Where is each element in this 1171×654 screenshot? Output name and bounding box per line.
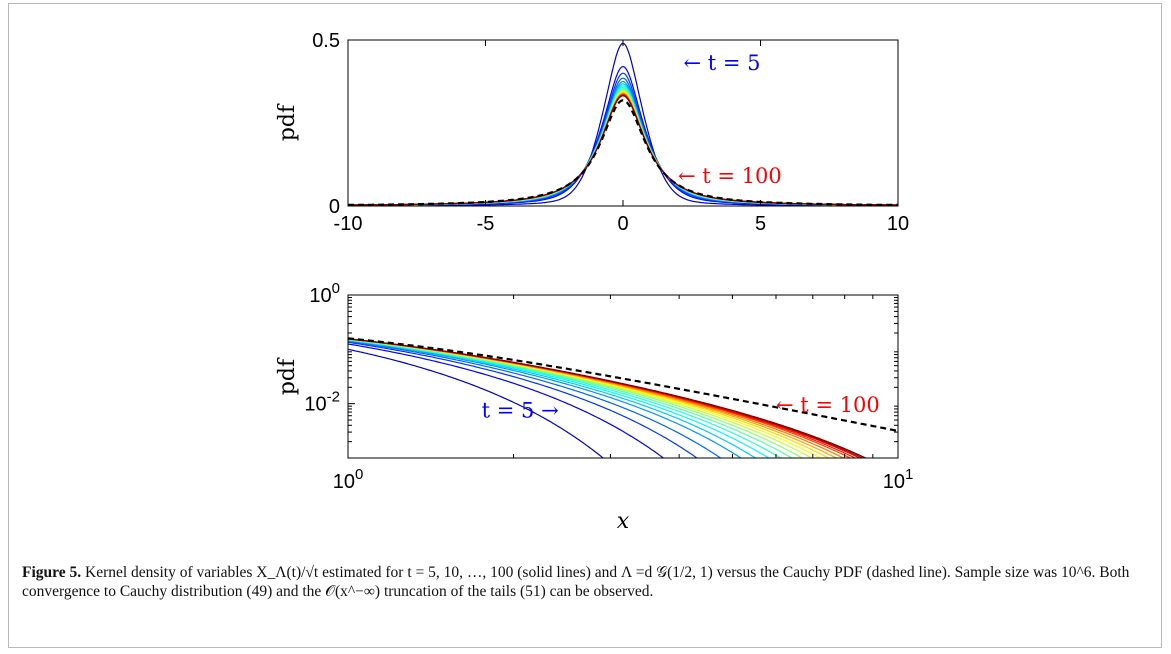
top-xtick-label: -10 <box>334 213 363 235</box>
bottom-series-t65 <box>348 338 830 458</box>
bottom-axes-box <box>347 294 899 459</box>
top-cauchy-reference <box>348 99 898 206</box>
bottom-annotation-t5: t = 5 → <box>482 398 559 422</box>
top-ytick-label: 0.5 <box>312 30 340 52</box>
bottom-xtick-label: 101 <box>883 466 914 493</box>
bottom-ylabel: pdf <box>275 357 300 395</box>
figure-caption: Figure 5. Kernel density of variables X_… <box>22 563 1142 601</box>
bottom-series-t15 <box>348 341 698 458</box>
top-annotation-t5: ← t = 5 <box>684 51 761 75</box>
bottom-panel: 100 101 10-2 100 pdf x t = 5 → ← t = 100 <box>275 280 913 534</box>
caption-text: Kernel density of variables X_Λ(t)/√t es… <box>22 564 1130 600</box>
bottom-series-t50 <box>348 338 804 458</box>
top-axes-box <box>347 39 899 207</box>
top-series-t85 <box>348 94 898 206</box>
top-series-t5 <box>348 42 898 206</box>
top-xtick-label: 0 <box>617 213 628 235</box>
bottom-ticks: 100 101 10-2 100 <box>304 280 913 493</box>
top-series-t55 <box>348 90 898 206</box>
top-series-t40 <box>348 86 898 206</box>
bottom-series-t70 <box>348 338 838 458</box>
caption-label: Figure 5. <box>22 564 82 581</box>
top-series-t90 <box>348 94 898 206</box>
top-series-t50 <box>348 89 898 206</box>
bottom-series-t10 <box>348 343 665 458</box>
bottom-annotation-t100: ← t = 100 <box>776 393 880 417</box>
bottom-ytick-label: 10-2 <box>304 389 340 416</box>
top-series-t80 <box>348 93 898 206</box>
top-series-t65 <box>348 91 898 206</box>
top-ytick-label: 0 <box>329 196 340 218</box>
top-series-t60 <box>348 91 898 206</box>
top-series-group <box>348 42 898 206</box>
bottom-series-t30 <box>348 339 757 458</box>
figure-frame <box>8 3 1162 648</box>
top-xtick-label: -5 <box>477 213 495 235</box>
bottom-series-t55 <box>348 338 813 458</box>
top-series-t45 <box>348 88 898 206</box>
top-series-t70 <box>348 92 898 206</box>
top-xtick-label: 5 <box>755 213 766 235</box>
bottom-series-t100 <box>348 338 868 458</box>
top-series-t100 <box>348 95 898 206</box>
bottom-series-t5 <box>348 348 605 458</box>
bottom-series-group <box>348 337 898 458</box>
top-series-t95 <box>348 94 898 206</box>
top-annotation-t100: ← t = 100 <box>678 164 782 188</box>
top-xtick-label: 10 <box>887 213 909 235</box>
bottom-series-t20 <box>348 340 722 458</box>
top-ticks: -10 -5 0 5 10 0 0.5 <box>312 30 909 235</box>
bottom-series-t60 <box>348 338 822 458</box>
bottom-series-t25 <box>348 340 743 458</box>
top-series-t35 <box>348 85 898 206</box>
bottom-xtick-label: 100 <box>333 466 364 493</box>
top-series-t30 <box>348 83 898 206</box>
top-series-t75 <box>348 93 898 206</box>
top-ylabel: pdf <box>275 103 300 141</box>
bottom-cauchy-reference <box>348 337 898 432</box>
bottom-ytick-label: 100 <box>309 280 340 307</box>
bottom-xlabel: x <box>617 509 630 534</box>
top-series-t20 <box>348 77 898 206</box>
top-panel: -10 -5 0 5 10 0 0.5 pdf ← t = 5 ← t = 100 <box>275 30 909 235</box>
